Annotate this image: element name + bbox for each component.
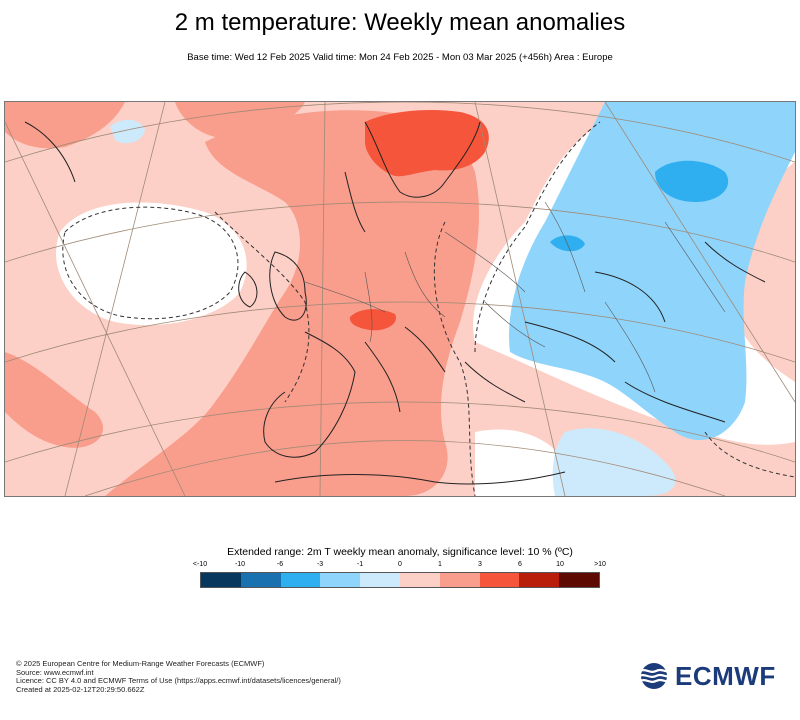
legend-tick-label: 3 — [478, 561, 482, 568]
legend-colorbar — [200, 572, 600, 588]
near-normal-region-greenland-sea — [56, 202, 247, 326]
legend-tick-label: -10 — [234, 561, 246, 568]
legend-tick-label: 1 — [438, 561, 442, 568]
page-subtitle: Base time: Wed 12 Feb 2025 Valid time: M… — [187, 52, 613, 63]
coastlines — [24, 121, 766, 485]
cold-region-iceland — [110, 119, 145, 144]
footer-copyright: © 2025 European Centre for Medium-Range … — [16, 659, 265, 668]
legend-swatch — [519, 573, 560, 587]
warm-region-greenland — [5, 102, 125, 149]
legend-tick-label: -3 — [316, 561, 324, 568]
strong-warm-region-scandinavia — [365, 110, 489, 177]
legend-tick-label: >10 — [594, 561, 606, 568]
legend-swatch — [320, 573, 361, 587]
legend-swatch — [280, 573, 321, 587]
borders — [304, 201, 726, 393]
footer-licence: Licence: CC BY 4.0 and ECMWF Terms of Us… — [16, 676, 341, 686]
logo-text: ECMWF — [675, 660, 776, 691]
legend-swatch — [439, 573, 480, 587]
footer-credits: © 2025 European Centre for Medium-Range … — [16, 659, 341, 694]
legend-tick-label: 6 — [518, 561, 522, 568]
ecmwf-logo: ECMWF — [636, 661, 786, 691]
ecmwf-globe-icon — [638, 663, 672, 689]
legend-swatch — [559, 573, 599, 587]
legend-swatch — [399, 573, 440, 587]
page-title: 2 m temperature: Weekly mean anomalies — [174, 9, 626, 36]
legend-swatch — [240, 573, 281, 587]
temperature-anomaly-map — [4, 101, 796, 497]
strong-warm-region-alps — [349, 309, 396, 331]
warm-region-atlantic-west — [5, 352, 104, 448]
legend-swatch — [479, 573, 520, 587]
significance-contours — [62, 121, 795, 496]
legend-tick-label: <-10 — [192, 561, 208, 568]
legend-ticks: <-10 -10 -6 -3 -1 0 1 3 6 10 >10 — [0, 561, 800, 571]
footer-created: Created at 2025-02-12T20:29:50.662Z — [16, 684, 145, 694]
footer-source: Source: www.ecmwf.int — [16, 667, 94, 677]
graticule — [5, 102, 795, 496]
legend-swatch — [201, 573, 241, 587]
legend-tick-label: -1 — [356, 561, 364, 568]
legend-title: Extended range: 2m T weekly mean anomaly… — [227, 546, 573, 558]
strong-cold-region-russia — [655, 160, 729, 202]
legend-swatch — [360, 573, 400, 587]
legend-tick-label: -6 — [276, 561, 284, 568]
warm-region-north-atlantic — [175, 102, 305, 137]
legend-tick-label: 0 — [398, 561, 402, 568]
warm-region-western-europe — [105, 110, 480, 496]
legend-tick-label: 10 — [556, 561, 564, 568]
cold-region-turkey — [552, 428, 676, 496]
